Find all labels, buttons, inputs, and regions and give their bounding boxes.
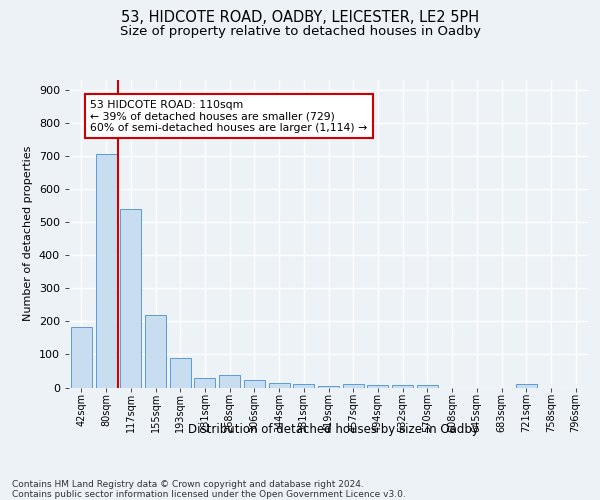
Bar xyxy=(244,380,265,388)
Bar xyxy=(318,386,339,388)
Text: Contains HM Land Registry data © Crown copyright and database right 2024.
Contai: Contains HM Land Registry data © Crown c… xyxy=(12,480,406,499)
Text: 53, HIDCOTE ROAD, OADBY, LEICESTER, LE2 5PH: 53, HIDCOTE ROAD, OADBY, LEICESTER, LE2 … xyxy=(121,10,479,25)
Bar xyxy=(219,375,240,388)
Bar xyxy=(194,378,215,388)
Bar xyxy=(392,384,413,388)
Text: Size of property relative to detached houses in Oadby: Size of property relative to detached ho… xyxy=(119,25,481,38)
Y-axis label: Number of detached properties: Number of detached properties xyxy=(23,146,33,322)
Bar xyxy=(417,384,438,388)
Bar xyxy=(71,327,92,388)
Text: Distribution of detached houses by size in Oadby: Distribution of detached houses by size … xyxy=(188,422,478,436)
Bar xyxy=(95,154,116,388)
Bar xyxy=(145,316,166,388)
Bar xyxy=(170,358,191,388)
Bar xyxy=(120,209,141,388)
Bar xyxy=(367,385,388,388)
Bar xyxy=(269,382,290,388)
Bar xyxy=(343,384,364,388)
Bar xyxy=(293,384,314,388)
Text: 53 HIDCOTE ROAD: 110sqm
← 39% of detached houses are smaller (729)
60% of semi-d: 53 HIDCOTE ROAD: 110sqm ← 39% of detache… xyxy=(90,100,367,133)
Bar xyxy=(516,384,537,388)
